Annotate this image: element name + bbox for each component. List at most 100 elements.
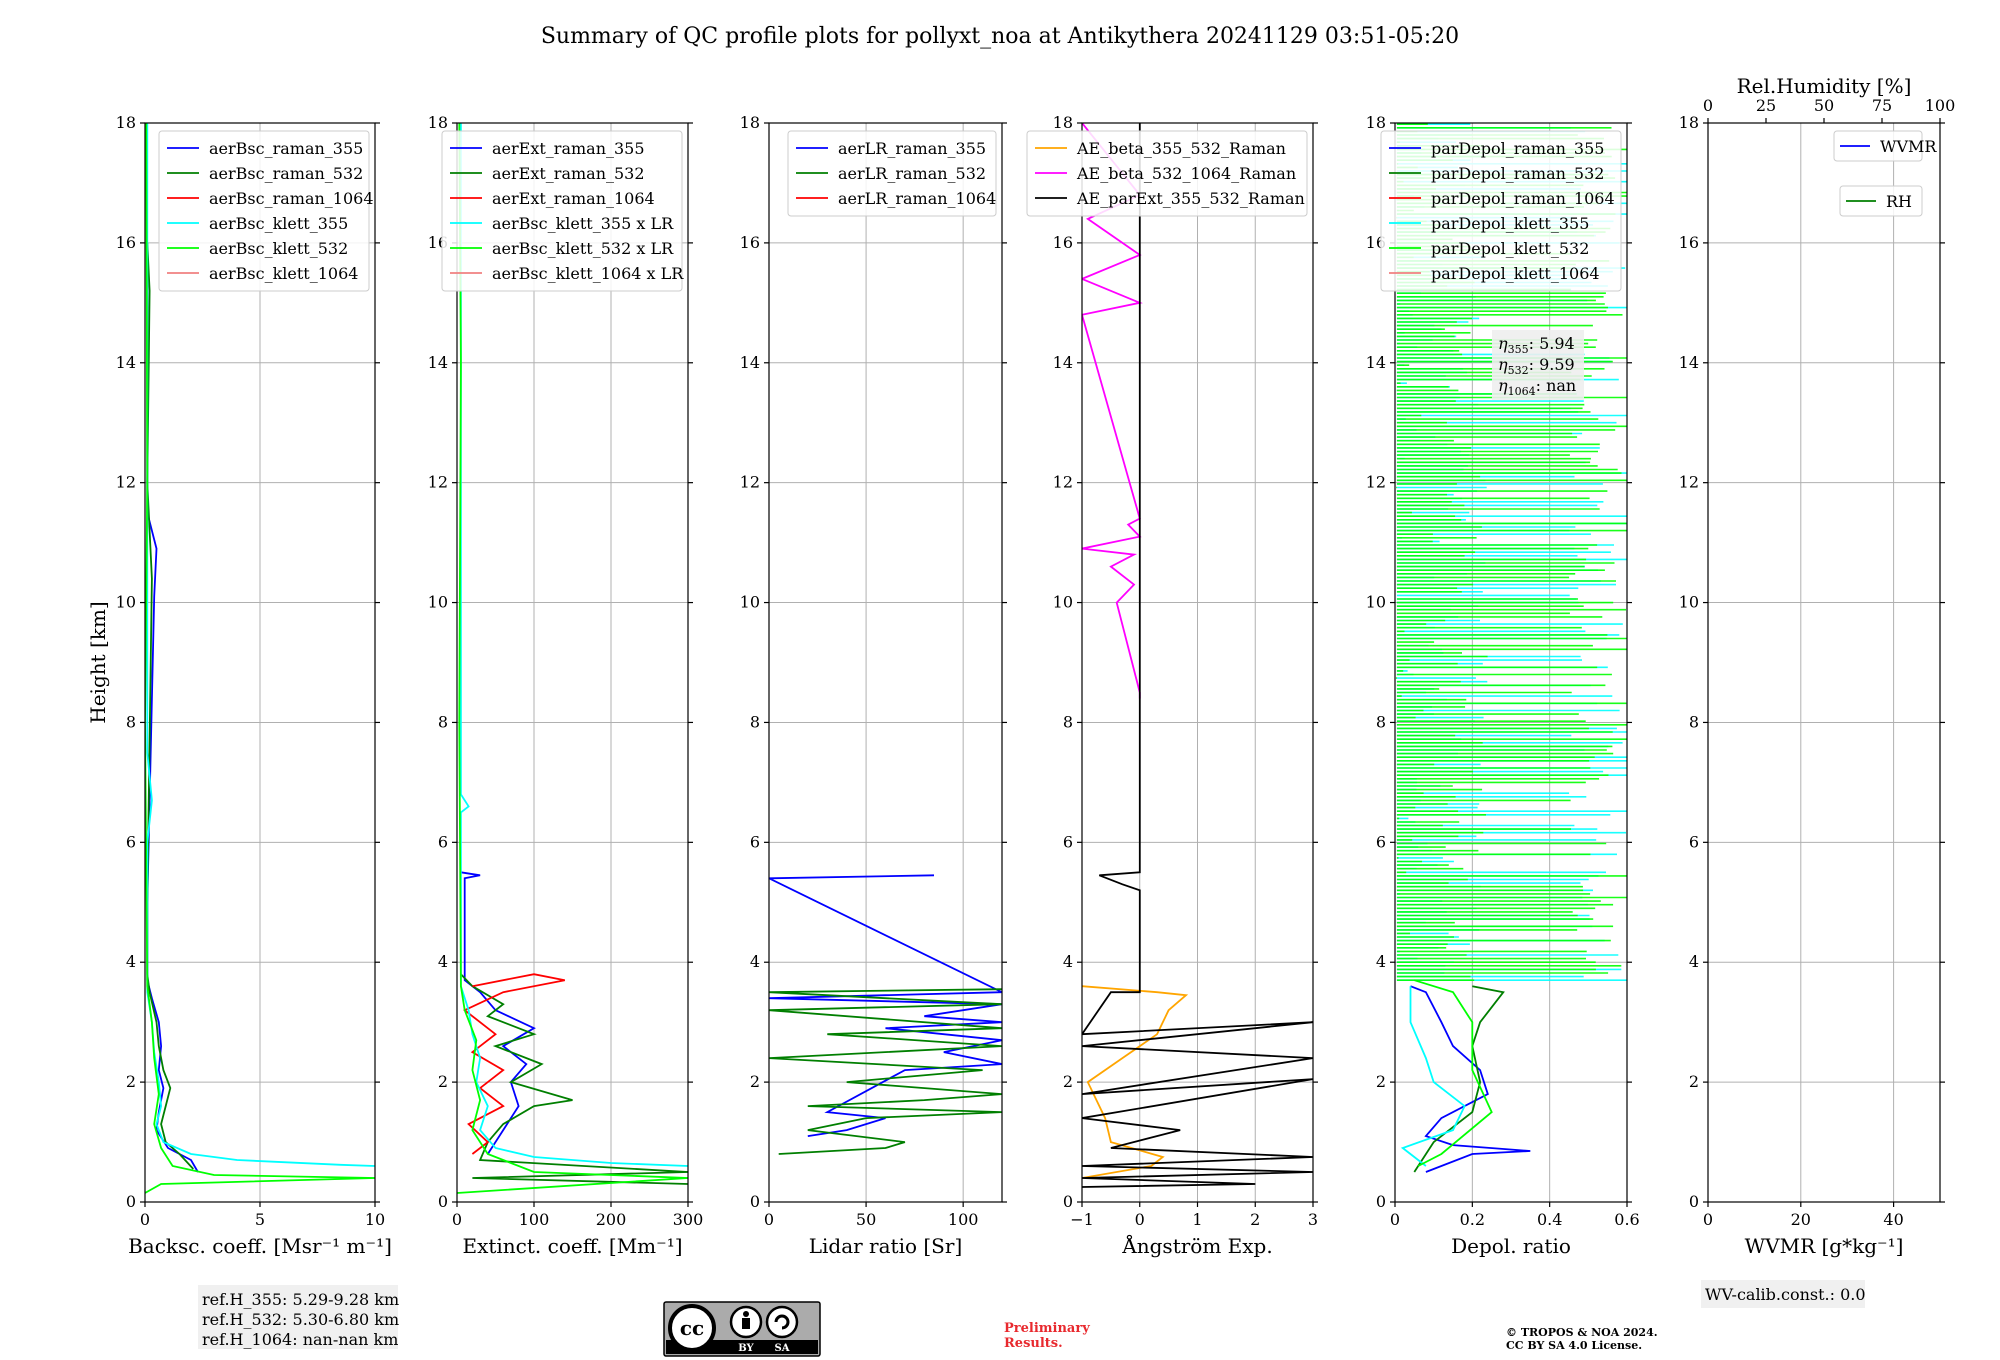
y-tick-label: 0: [126, 1192, 136, 1211]
eta-line: η1064: nan: [1498, 376, 1576, 398]
y-tick-label: 18: [1679, 113, 1699, 132]
y-tick-label: 10: [1053, 593, 1073, 612]
legend-entry-aerBsc_raman_355: aerBsc_raman_355: [209, 139, 363, 158]
y-tick-label: 8: [1376, 712, 1386, 731]
eta-line: η355: 5.94: [1498, 334, 1575, 356]
series-line-aerBsc_raman_532: [146, 242, 194, 1170]
y-tick-label: 2: [126, 1072, 136, 1091]
legend: aerBsc_raman_355 aerBsc_raman_532 aerBsc_r…: [158, 130, 374, 292]
top-x-tick-label: 100: [1925, 96, 1956, 115]
legend-entry-aerBsc_raman_1064: aerBsc_raman_1064: [209, 189, 374, 208]
series-line-aerExt_raman_532: [460, 973, 688, 1185]
x-tick-label: 300: [673, 1210, 704, 1229]
axes-frame: [1394, 122, 1628, 1203]
legend-entry-aerLR_raman_1064: aerLR_raman_1064: [838, 189, 996, 208]
axes-frame: [1707, 122, 1941, 1203]
y-tick-label: 16: [116, 233, 136, 252]
series-line-AE_beta_532_1064_Raman: [1082, 123, 1143, 699]
y-tick-label: 2: [750, 1072, 760, 1091]
y-tick-label: 4: [750, 952, 760, 971]
legend-entry-parDepol_klett_355: parDepol_klett_355: [1431, 214, 1589, 233]
info-line: ref.H_1064: nan-nan km: [202, 1330, 398, 1349]
cc-license-badge[interactable]: cc BY SA: [663, 1301, 821, 1357]
x-tick-label: 3: [1308, 1210, 1318, 1229]
x-tick-label: 0: [140, 1210, 150, 1229]
legend-entry-aerBsc_raman_532: aerBsc_raman_532: [209, 164, 363, 183]
x-tick-label: 5: [255, 1210, 265, 1229]
y-tick-label: 8: [126, 712, 136, 731]
y-tick-label: 2: [438, 1072, 448, 1091]
figure-title: Summary of QC profile plots for pollyxt_…: [541, 24, 1459, 49]
legend-entry-aerExt_raman_355: aerExt_raman_355: [492, 139, 645, 158]
legend-entry-aerBsc_klett_355: aerBsc_klett_355: [209, 214, 348, 233]
info-line: ref.H_355: 5.29-9.28 km: [202, 1290, 399, 1309]
legend-entry-AE_beta_532_1064_Raman: AE_beta_532_1064_Raman: [1076, 164, 1296, 183]
x-tick-label: 0.2: [1460, 1210, 1485, 1229]
axes-frame: [456, 122, 689, 1203]
x-tick-label: 0.4: [1537, 1210, 1562, 1229]
legend-entry-parDepol_raman_532: parDepol_raman_532: [1431, 164, 1604, 183]
x-tick-label: 200: [596, 1210, 627, 1229]
y-tick-label: 12: [428, 473, 448, 492]
cc-text: cc: [680, 1316, 704, 1340]
legend-entry-parDepol_raman_355: parDepol_raman_355: [1431, 139, 1604, 158]
legend-entry-aerLR_raman_355: aerLR_raman_355: [838, 139, 986, 158]
y-tick-label: 0: [438, 1192, 448, 1211]
series-line-aerBsc_klett_355: [146, 123, 375, 1167]
legend-entry-aerBsc_klett_532: aerBsc_klett_532: [209, 239, 348, 258]
y-tick-label: 6: [750, 832, 760, 851]
y-tick-label: 12: [1366, 473, 1386, 492]
data-layer: [457, 123, 688, 1194]
info-line: ref.H_532: 5.30-6.80 km: [202, 1310, 399, 1329]
info-box: WV-calib.const.: 0.0: [1701, 1280, 1866, 1308]
series-line-AE_parExt_355_532_Raman: [1082, 123, 1313, 1188]
cc-icon: [668, 1304, 716, 1352]
legend-entry-parDepol_klett_532: parDepol_klett_532: [1431, 239, 1589, 258]
x-tick-label: 0: [764, 1210, 774, 1229]
top-x-tick-label: 50: [1814, 96, 1834, 115]
sa-share-icon: [765, 1305, 799, 1339]
y-tick-label: 18: [740, 113, 760, 132]
y-tick-label: 12: [1679, 473, 1699, 492]
y-tick-label: 10: [1679, 593, 1699, 612]
legend-entry-aerBsc_klett_1064: aerBsc_klett_1064: [209, 264, 358, 283]
eta-line: η532: 9.59: [1498, 355, 1575, 377]
legend: aerExt_raman_355 aerExt_raman_532 aerExt_r…: [441, 130, 684, 292]
y-tick-label: 18: [1053, 113, 1073, 132]
preliminary-line-1: Preliminary: [1004, 1321, 1090, 1336]
preliminary-line-2: Results.: [1004, 1336, 1063, 1351]
x-axis-label: Extinct. coeff. [Mm⁻¹]: [462, 1234, 682, 1258]
legend: aerLR_raman_355 aerLR_raman_532 aerLR_rama…: [787, 130, 997, 217]
y-tick-label: 14: [1366, 353, 1386, 372]
y-tick-label: 10: [1366, 593, 1386, 612]
x-axis-label: Lidar ratio [Sr]: [809, 1234, 963, 1258]
x-tick-label: 50: [856, 1210, 876, 1229]
top-x-tick-label: 25: [1756, 96, 1776, 115]
y-tick-label: 16: [1679, 233, 1699, 252]
x-axis-label: WVMR [g*kg⁻¹]: [1745, 1234, 1904, 1258]
y-tick-label: 6: [126, 832, 136, 851]
y-tick-label: 4: [1376, 952, 1386, 971]
series-line-aerLR_raman_532: [769, 988, 1002, 1155]
series-line-parDepol_raman_532: [1413, 985, 1505, 1173]
x-axis-label: Backsc. coeff. [Msr⁻¹ m⁻¹]: [128, 1234, 392, 1258]
x-tick-label: 1: [1192, 1210, 1202, 1229]
legend-entry-aerExt_raman_1064: aerExt_raman_1064: [492, 189, 655, 208]
series-line-AE_beta_355_532_Raman: [1082, 985, 1189, 1179]
y-tick-label: 10: [428, 593, 448, 612]
legend-entry-aerExt_raman_532: aerExt_raman_532: [492, 164, 645, 183]
panel-backscatter: 0 5 10 0 2 4 6 8 10 12 14 16 18 Backsc. coeff. [Msr⁻¹…: [86, 113, 399, 1349]
legend: AE_beta_355_532_Raman AE_beta_532_1064_Ra…: [1026, 130, 1308, 217]
legend: WVMR RH: [1833, 130, 1937, 217]
x-tick-label: 0: [452, 1210, 462, 1229]
y-tick-label: 18: [1366, 113, 1386, 132]
legend: parDepol_raman_355 parDepol_raman_532 parD…: [1380, 130, 1622, 292]
y-tick-label: 2: [1689, 1072, 1699, 1091]
series-line-aerExt_raman_355: [460, 871, 536, 1155]
legend-entry-WVMR: WVMR: [1880, 137, 1937, 156]
